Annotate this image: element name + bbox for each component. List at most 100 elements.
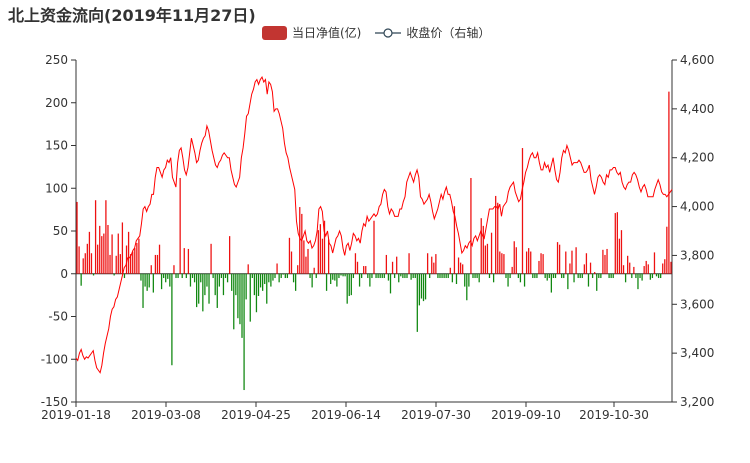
bar xyxy=(536,273,538,279)
bar xyxy=(243,273,245,391)
y-left-tick-label: 150 xyxy=(45,139,68,153)
bar xyxy=(457,257,460,274)
bar xyxy=(424,273,427,300)
bar xyxy=(363,266,365,274)
bar xyxy=(499,251,501,274)
bar xyxy=(220,273,223,279)
bar xyxy=(346,273,348,304)
bar xyxy=(103,233,105,274)
bar xyxy=(365,266,367,274)
bar xyxy=(193,273,196,283)
bar xyxy=(241,273,243,338)
bar xyxy=(226,273,229,283)
bar xyxy=(288,237,291,274)
bar xyxy=(408,253,410,274)
bar xyxy=(282,273,284,275)
bar xyxy=(367,273,369,279)
bar xyxy=(429,273,431,279)
bar xyxy=(511,266,513,274)
bar xyxy=(286,273,289,279)
bar xyxy=(119,254,121,274)
bar xyxy=(140,273,142,281)
bar xyxy=(616,212,618,274)
bar xyxy=(507,273,509,287)
bar xyxy=(354,253,357,274)
bar xyxy=(653,252,656,274)
bar xyxy=(480,218,482,274)
bar xyxy=(369,273,371,287)
bar xyxy=(528,248,530,274)
bar xyxy=(290,251,293,274)
bar xyxy=(610,273,612,279)
bar xyxy=(563,273,565,279)
bar xyxy=(389,273,392,294)
bar xyxy=(274,273,276,279)
bar xyxy=(132,251,134,274)
bar xyxy=(117,233,119,274)
y-right-tick-label: 3,800 xyxy=(680,248,714,262)
bar xyxy=(552,273,555,279)
axes-group: 250 200 150 100 50 0 -50 -100 -150 4,600 4,400 4,20… xyxy=(41,53,715,422)
bar xyxy=(445,273,447,279)
x-tick-label: 2019-04-25 xyxy=(221,408,291,422)
legend[interactable]: 当日净值(亿) 收盘价（右轴） xyxy=(262,24,498,41)
bar xyxy=(664,259,666,274)
bar xyxy=(379,273,381,279)
bar xyxy=(348,273,350,296)
bar xyxy=(97,244,99,274)
bar xyxy=(206,273,208,287)
bar xyxy=(521,148,524,274)
bar xyxy=(645,260,647,274)
bar xyxy=(633,266,635,274)
bar xyxy=(575,247,577,274)
bar xyxy=(360,273,363,279)
bar xyxy=(259,273,262,288)
bar xyxy=(138,238,140,274)
bar xyxy=(245,273,247,300)
bar xyxy=(573,273,575,283)
bar xyxy=(317,230,319,274)
bar xyxy=(587,273,590,287)
x-tick-label: 2019-01-18 xyxy=(41,408,111,422)
bar xyxy=(156,254,159,274)
bar xyxy=(233,273,235,330)
bar xyxy=(426,253,429,274)
y-left-tick-label: 200 xyxy=(45,96,68,110)
bar xyxy=(163,273,165,279)
bar xyxy=(598,273,600,279)
bar xyxy=(214,273,216,296)
bar xyxy=(396,256,398,274)
bar xyxy=(204,273,206,296)
bar xyxy=(662,263,664,274)
y-left-tick-label: 50 xyxy=(53,224,68,238)
bar xyxy=(185,273,187,279)
bar xyxy=(266,273,268,304)
y-left-tick-label: -50 xyxy=(48,310,68,324)
y-left-tick-label: -100 xyxy=(41,352,68,366)
legend-item-line[interactable]: 收盘价（右轴） xyxy=(375,24,490,41)
bar xyxy=(385,254,388,274)
bar xyxy=(375,273,377,279)
legend-item-bar[interactable]: 当日净值(亿) xyxy=(262,24,361,41)
bar xyxy=(276,263,278,274)
bar xyxy=(179,177,181,274)
bar xyxy=(109,254,111,274)
bar xyxy=(530,251,532,274)
bar xyxy=(262,273,264,291)
bar xyxy=(191,273,194,279)
bar xyxy=(472,273,474,279)
bar xyxy=(540,253,542,274)
bar xyxy=(146,273,148,291)
bar xyxy=(548,273,550,279)
bar xyxy=(181,273,183,279)
bar xyxy=(152,273,154,293)
bar xyxy=(76,201,78,274)
bar xyxy=(183,248,185,274)
bar xyxy=(94,200,97,274)
bar xyxy=(377,273,379,279)
bar xyxy=(439,273,441,279)
bar xyxy=(292,273,295,283)
bar xyxy=(602,249,604,274)
bar xyxy=(321,238,324,274)
bar xyxy=(404,273,406,279)
